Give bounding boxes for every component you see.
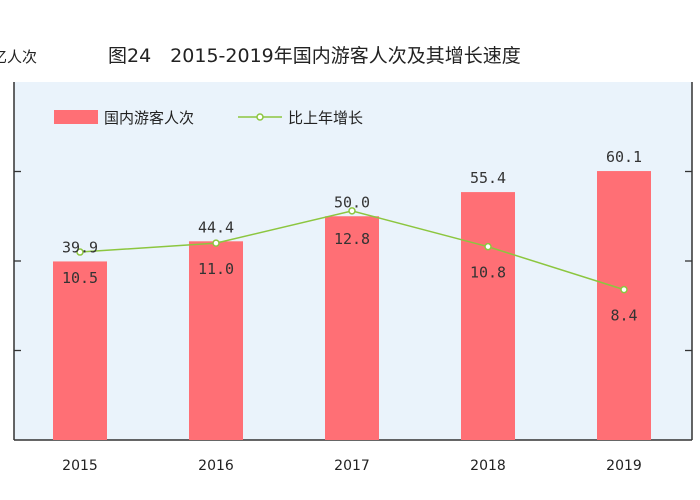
growth-point-2018	[484, 242, 492, 251]
x-tick-label: 2018	[470, 458, 506, 474]
growth-point-2016	[212, 239, 220, 247]
bar-2016	[189, 241, 243, 440]
growth-value-label: 11.0	[198, 260, 234, 278]
bar-2019	[597, 171, 651, 441]
y-axis-unit: 亿人次	[0, 48, 37, 66]
legend-line-marker	[256, 113, 264, 121]
x-tick-label: 2017	[334, 458, 370, 474]
chart-title: 图24 2015-2019年国内游客人次及其增长速度	[108, 45, 521, 67]
growth-point-2017	[348, 207, 356, 215]
bar-value-label: 39.9	[62, 238, 98, 256]
legend-bar-label: 国内游客人次	[104, 109, 194, 127]
bar-value-label: 60.1	[606, 148, 642, 166]
growth-point-2019	[620, 285, 628, 294]
legend: 国内游客人次 比上年增长	[54, 109, 363, 127]
legend-bar-swatch	[54, 110, 98, 124]
x-tick-label: 2016	[198, 458, 234, 474]
growth-value-label: 10.5	[62, 269, 98, 287]
growth-value-label: 12.8	[334, 230, 370, 248]
bar-series	[53, 171, 651, 441]
bar-value-label: 44.4	[198, 218, 234, 236]
growth-value-label: 10.8	[470, 264, 506, 282]
x-tick-label: 2019	[606, 458, 642, 474]
x-tick-label: 2015	[62, 458, 98, 474]
bar-2015	[53, 261, 107, 440]
bar-2017	[325, 216, 379, 440]
legend-line-label: 比上年增长	[288, 109, 363, 127]
growth-value-label: 8.4	[610, 307, 637, 325]
data-labels: 39.9 44.4 50.0 55.4 60.1 10.5 11.0 12.8 10.8 8.4	[62, 148, 642, 325]
x-tick-labels: 2015 2016 2017 2018 2019	[62, 458, 642, 474]
bar-value-label: 55.4	[470, 169, 506, 187]
axis-ticks	[14, 170, 692, 352]
bar-value-label: 50.0	[334, 193, 370, 211]
growth-point-2015	[76, 248, 84, 256]
bar-2018	[461, 192, 515, 440]
growth-line-series	[76, 207, 628, 294]
